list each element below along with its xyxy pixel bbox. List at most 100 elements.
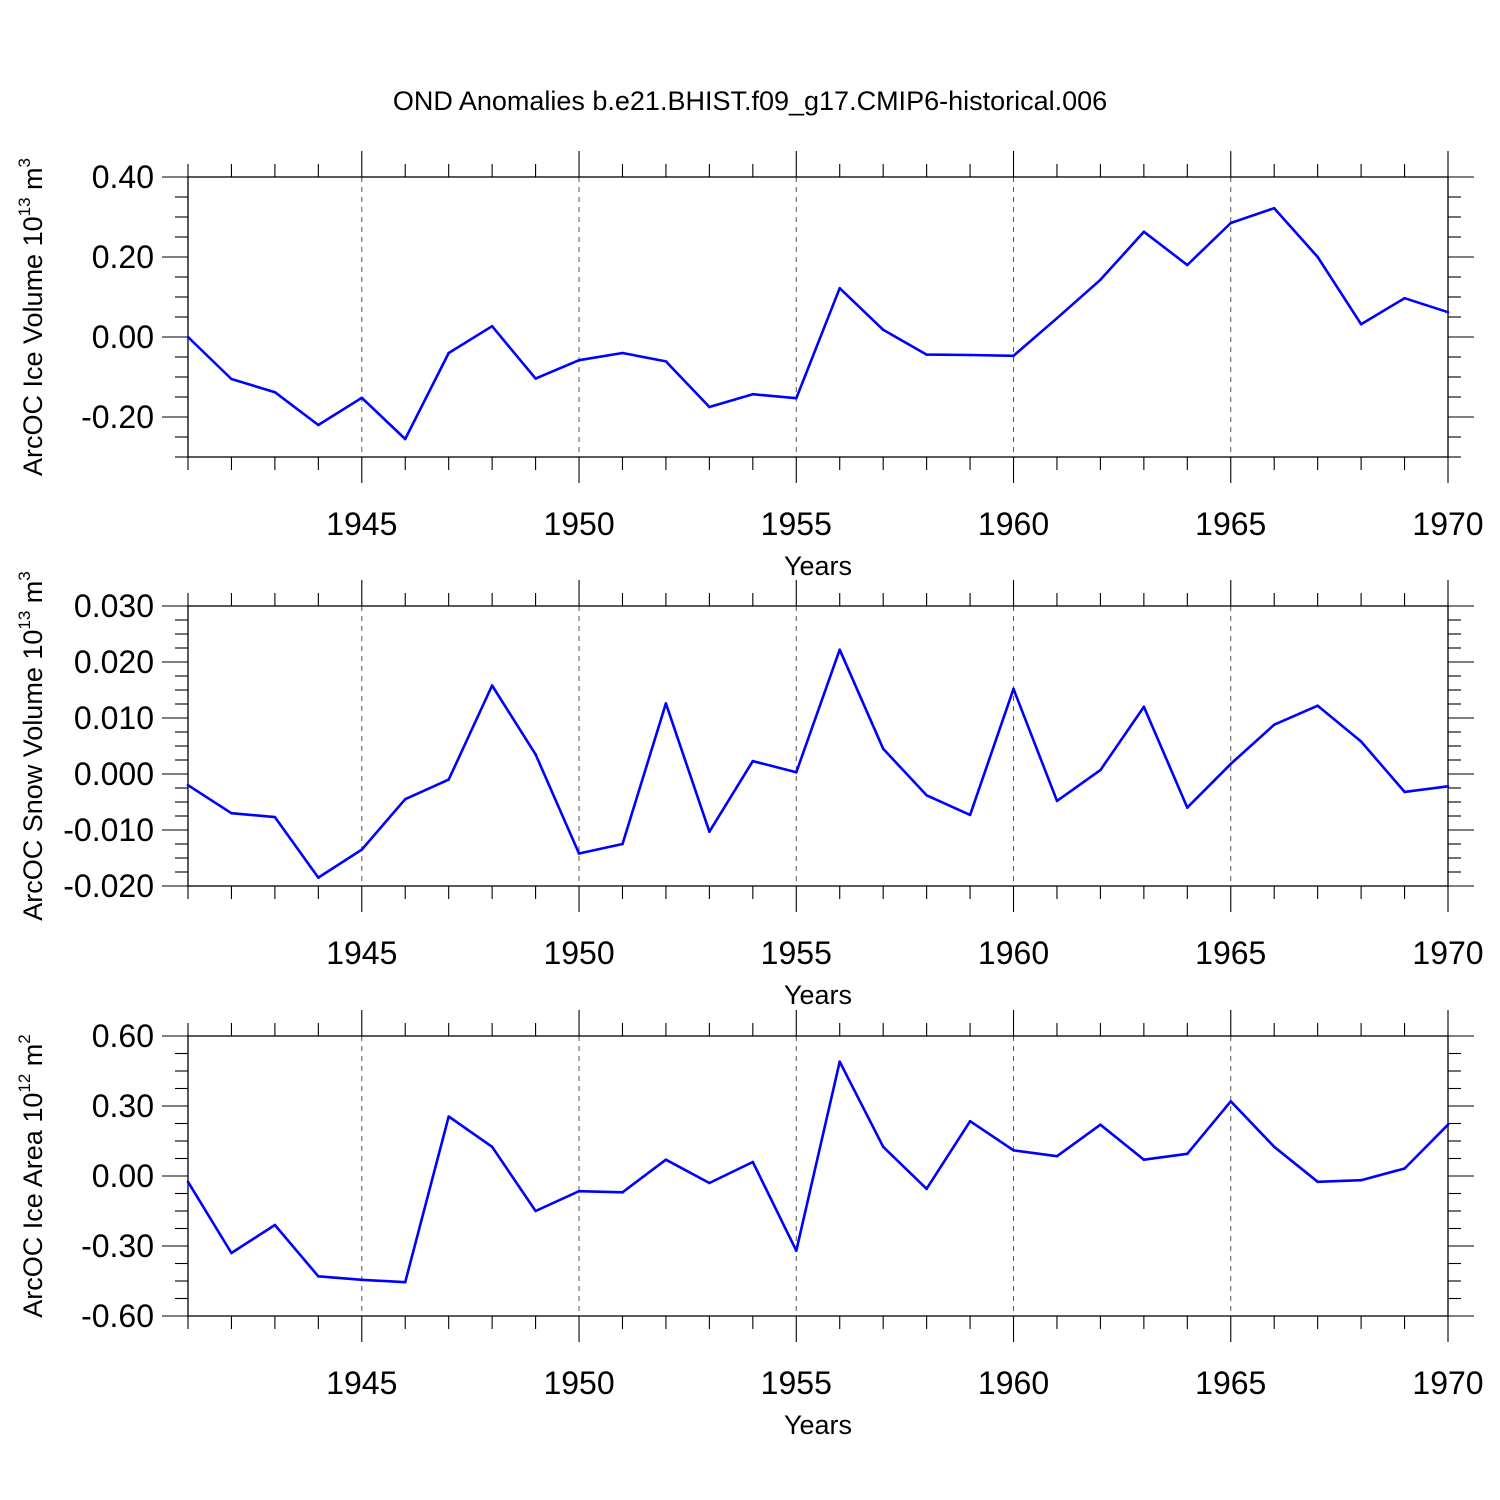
data-point-1957 [881, 1145, 885, 1149]
y-axis-title-unit: m [18, 1044, 48, 1074]
series-line [187, 648, 1449, 879]
series-line [186, 1060, 1449, 1284]
data-point-1968 [1359, 740, 1363, 743]
x-tick-label: 1950 [543, 935, 614, 971]
data-point-1970 [1446, 1123, 1450, 1126]
data-point-1961 [1055, 316, 1059, 320]
data-point-1968 [1359, 322, 1363, 326]
y-tick-label: 0.60 [92, 1018, 154, 1054]
data-point-1970 [1446, 310, 1450, 314]
data-point-1961 [1055, 1154, 1059, 1158]
data-point-1955 [794, 771, 798, 774]
y-axis-title-unit-exponent: 2 [15, 1034, 34, 1043]
data-point-1943 [273, 390, 277, 394]
data-point-1959 [968, 813, 972, 817]
data-point-1946 [403, 437, 407, 441]
data-point-1941 [186, 335, 190, 339]
y-axis-title-exponent: 12 [15, 1074, 34, 1093]
x-tick-label: 1945 [326, 506, 397, 542]
data-point-1970 [1446, 785, 1450, 788]
data-point-1967 [1316, 1180, 1319, 1184]
data-point-1960 [1012, 354, 1015, 358]
y-tick-label: -0.20 [81, 399, 154, 435]
data-point-1948 [490, 684, 494, 687]
data-point-1955 [794, 396, 798, 400]
data-point-1951 [621, 351, 624, 355]
data-point-1959 [968, 353, 972, 357]
y-tick-label: 0.30 [92, 1088, 154, 1124]
data-point-1960 [1012, 687, 1015, 691]
data-point-1966 [1272, 723, 1276, 727]
data-point-1957 [881, 328, 885, 332]
y-axis-title: ArcOC Snow Volume 1013 m3 [15, 571, 48, 921]
data-point-1946 [403, 1280, 407, 1284]
data-point-1947 [447, 351, 450, 355]
y-axis-title-unit-exponent: 3 [15, 571, 34, 580]
data-point-1960 [1012, 1149, 1015, 1152]
y-tick-label: -0.30 [81, 1228, 154, 1264]
x-tick-label: 1950 [543, 1365, 614, 1401]
data-point-1967 [1316, 704, 1319, 707]
data-point-1953 [708, 830, 711, 833]
data-point-1942 [230, 377, 233, 381]
data-point-1941 [186, 1180, 190, 1184]
data-point-1949 [534, 377, 537, 380]
data-point-1956 [838, 286, 842, 290]
data-point-1962 [1099, 278, 1102, 282]
y-tick-label: -0.60 [81, 1298, 154, 1334]
x-tick-label: 1960 [978, 935, 1049, 971]
data-point-1944 [317, 876, 320, 879]
data-point-1955 [794, 1249, 798, 1252]
data-point-1969 [1403, 1167, 1406, 1170]
y-axis-title-unit: m [18, 167, 48, 197]
data-point-1964 [1186, 263, 1189, 267]
y-tick-label: 0.000 [74, 756, 154, 792]
data-point-1965 [1229, 762, 1233, 766]
data-point-1958 [925, 1187, 928, 1191]
data-point-1963 [1142, 230, 1146, 234]
x-tick-label: 1965 [1195, 935, 1266, 971]
data-point-1959 [968, 1119, 972, 1123]
data-point-1947 [447, 778, 450, 781]
x-axis-title: Years [784, 551, 852, 581]
data-point-1948 [490, 1145, 494, 1149]
y-tick-label: -0.010 [63, 812, 154, 848]
data-point-1954 [751, 392, 755, 396]
y-axis-title: ArcOC Ice Volume 1013 m3 [15, 158, 48, 476]
data-point-1962 [1099, 1123, 1102, 1126]
data-point-1949 [534, 1209, 537, 1213]
data-point-1952 [664, 1158, 668, 1161]
data-point-1966 [1272, 206, 1276, 210]
y-axis-title-text: ArcOC Ice Volume 10 [18, 216, 48, 476]
data-point-1969 [1403, 790, 1406, 794]
y-axis-title-text: ArcOC Snow Volume 10 [18, 630, 48, 921]
x-tick-label: 1970 [1412, 935, 1483, 971]
y-tick-label: 0.030 [74, 588, 154, 624]
data-point-1958 [925, 793, 928, 797]
x-tick-label: 1960 [978, 506, 1049, 542]
y-axis-title-unit-exponent: 3 [15, 158, 34, 167]
data-point-1952 [664, 702, 668, 705]
data-point-1950 [577, 1189, 581, 1193]
x-axis-title: Years [784, 980, 852, 1010]
data-point-1954 [751, 1160, 755, 1164]
data-point-1950 [577, 852, 581, 855]
x-tick-label: 1970 [1412, 1365, 1483, 1401]
data-point-1952 [664, 360, 668, 363]
data-point-1956 [838, 648, 842, 651]
data-point-1961 [1055, 799, 1059, 803]
data-point-1942 [230, 1251, 233, 1255]
plot-frame [187, 605, 1449, 887]
data-point-1944 [317, 423, 320, 427]
x-tick-label: 1955 [761, 506, 832, 542]
data-point-1951 [621, 1191, 624, 1194]
data-point-1945 [360, 396, 364, 400]
y-tick-label: 0.010 [74, 700, 154, 736]
x-tick-label: 1945 [326, 1365, 397, 1401]
y-axis-title-exponent: 13 [15, 611, 34, 630]
data-point-1950 [577, 358, 581, 362]
data-point-1951 [621, 842, 624, 846]
data-point-1949 [534, 753, 537, 756]
x-axis-title: Years [784, 1410, 852, 1440]
